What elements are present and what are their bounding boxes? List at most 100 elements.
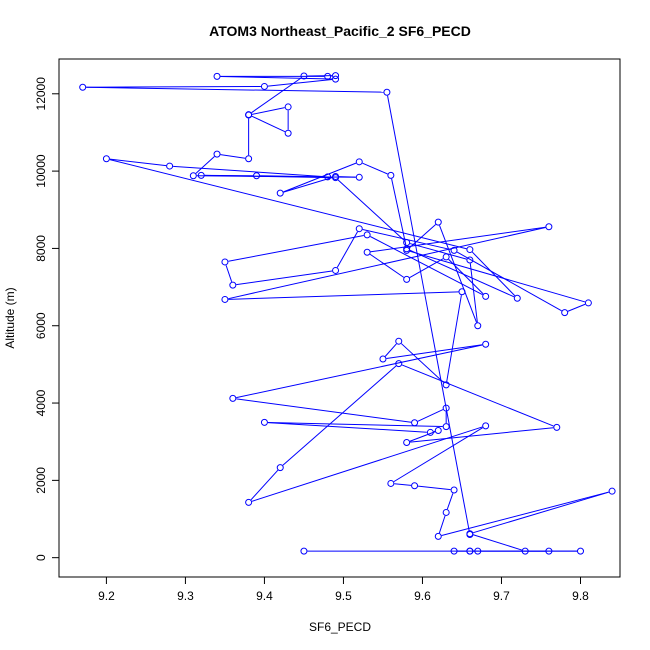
data-point: [395, 360, 403, 368]
series-segment: [267, 422, 427, 433]
series-segment: [384, 343, 397, 357]
series-segment: [196, 175, 356, 178]
series-segment: [387, 95, 470, 532]
series-segment: [228, 291, 459, 300]
data-point: [166, 162, 174, 170]
y-tick-label: 6000: [34, 312, 48, 339]
data-point: [363, 231, 371, 239]
data-point: [324, 173, 332, 181]
data-point: [450, 246, 458, 254]
data-point: [284, 129, 292, 137]
data-point: [576, 547, 584, 555]
series-segment: [446, 295, 462, 382]
series-segment: [267, 78, 333, 87]
series-segment: [567, 303, 586, 312]
y-tick-label: 8000: [34, 235, 48, 262]
series-segment: [370, 226, 546, 253]
series-segment: [417, 409, 444, 422]
data-point: [229, 281, 237, 289]
data-point: [545, 223, 553, 231]
data-point: [442, 381, 450, 389]
data-point: [260, 418, 268, 426]
chart-title: ATOM3 Northeast_Pacific_2 SF6_PECD: [209, 23, 471, 39]
y-tick-label: 2000: [34, 467, 48, 494]
series-segment: [173, 165, 325, 178]
data-point: [482, 292, 490, 300]
data-point: [482, 340, 490, 348]
data-point: [332, 266, 340, 274]
data-point: [545, 547, 553, 555]
x-tick-label: 9.6: [414, 589, 431, 603]
data-point: [482, 422, 490, 430]
data-point: [442, 404, 450, 412]
x-axis: 9.2 9.3 9.4 9.5 9.6 9.7 9.8: [98, 576, 589, 603]
x-tick-label: 9.7: [493, 589, 510, 603]
series-segment: [441, 491, 609, 537]
series-segment: [336, 231, 358, 268]
y-axis-label: Altitude (m): [3, 287, 17, 348]
data-point: [260, 82, 268, 90]
data-point: [253, 172, 261, 180]
series-segment: [456, 251, 562, 312]
y-tick-label: 10000: [34, 154, 48, 188]
series-layer: [79, 72, 616, 555]
series-segment: [220, 75, 333, 80]
data-point: [450, 486, 458, 494]
x-tick-label: 9.8: [572, 589, 589, 603]
series-segment: [473, 491, 609, 534]
data-point: [276, 464, 284, 472]
data-point: [561, 309, 569, 317]
data-point: [229, 394, 237, 402]
series-segment: [401, 364, 554, 427]
data-point: [442, 253, 450, 261]
data-point: [474, 547, 482, 555]
series-segment: [236, 344, 483, 399]
series-segment: [438, 515, 446, 534]
data-point: [403, 275, 411, 283]
data-point: [434, 532, 442, 540]
data-point: [442, 423, 450, 431]
series-segment: [86, 86, 384, 93]
data-point: [442, 508, 450, 516]
data-point: [403, 245, 411, 253]
data-point: [434, 218, 442, 226]
series-segment: [409, 250, 586, 303]
data-point: [521, 547, 529, 555]
data-point: [466, 547, 474, 555]
data-point: [245, 498, 253, 506]
series-segment: [228, 227, 546, 300]
data-point: [300, 72, 308, 80]
series-segment: [109, 158, 167, 167]
y-tick-label: 0: [34, 554, 48, 561]
series-segment: [225, 265, 233, 282]
series-segment: [251, 426, 483, 502]
data-point: [584, 299, 592, 307]
x-tick-label: 9.5: [335, 589, 352, 603]
data-point: [608, 487, 616, 495]
series-segment: [236, 398, 412, 423]
series-segment: [251, 107, 285, 115]
series-segment: [283, 177, 333, 193]
series-segment: [228, 235, 364, 262]
series-segment: [409, 243, 467, 260]
data-point: [466, 256, 474, 264]
data-point: [324, 72, 332, 80]
x-tick-label: 9.2: [98, 589, 115, 603]
series-segment: [417, 485, 451, 491]
data-point: [474, 322, 482, 330]
series-segment: [409, 249, 515, 298]
series-segment: [251, 115, 286, 133]
data-point: [403, 438, 411, 446]
data-point: [458, 288, 466, 296]
data-point: [332, 75, 340, 83]
series-segment: [250, 469, 279, 501]
x-tick-label: 9.4: [256, 589, 273, 603]
data-point: [387, 479, 395, 487]
series-segment: [370, 236, 483, 296]
data-point: [434, 426, 442, 434]
data-point: [332, 173, 340, 181]
series-segment: [471, 251, 516, 297]
series-segment: [236, 270, 333, 286]
x-tick-label: 9.3: [177, 589, 194, 603]
